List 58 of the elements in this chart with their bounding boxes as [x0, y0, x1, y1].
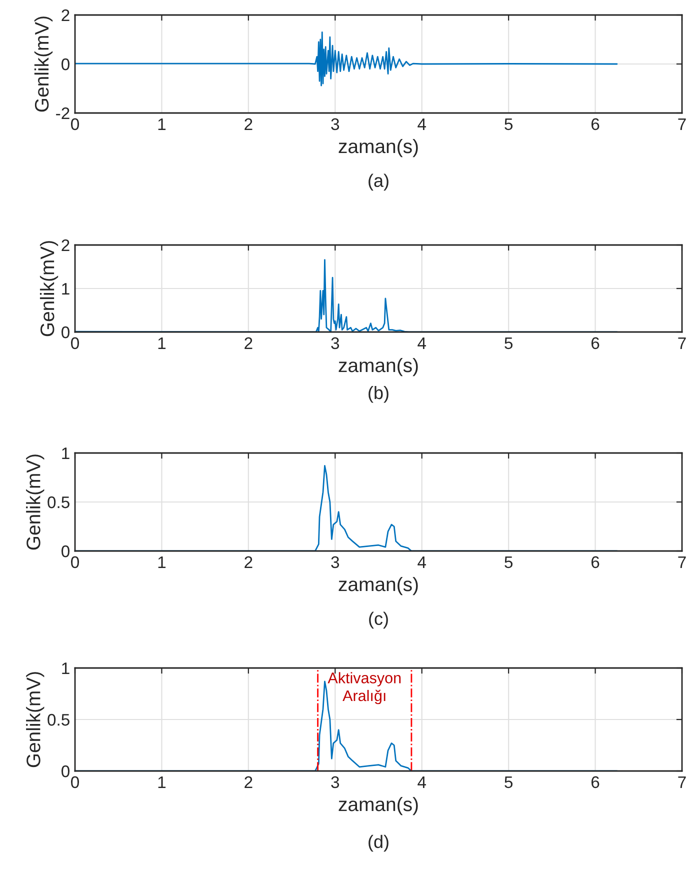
y-axis-title: Genlik(mV): [26, 454, 44, 550]
x-tick-label: 2: [244, 776, 252, 788]
x-tick-label: 6: [592, 776, 600, 788]
y-tick-label: 0: [62, 545, 70, 558]
x-tick-label: 0: [71, 118, 79, 130]
x-tick-label: 5: [504, 556, 513, 568]
x-tick-label: 1: [158, 337, 166, 349]
x-tick-label: 4: [418, 556, 426, 568]
x-tick-label: 0: [71, 776, 79, 788]
x-tick-label: 0: [71, 337, 79, 350]
x-tick-label: 6: [592, 337, 600, 350]
y-tick-label: 0.5: [48, 496, 70, 508]
x-tick-label: 3: [331, 118, 340, 130]
x-tick-label: 0: [71, 556, 79, 568]
x-tick-label: 1: [158, 556, 166, 568]
x-tick-label: 6: [592, 556, 600, 568]
x-tick-label: 5: [504, 118, 513, 130]
y-tick-label: -2: [56, 107, 70, 120]
x-tick-label: 7: [678, 776, 686, 788]
x-tick-label: 3: [331, 337, 340, 350]
x-tick-label: 2: [244, 337, 252, 349]
x-tick-label: 7: [678, 118, 686, 130]
y-tick-label: 0: [62, 58, 70, 70]
x-axis-title: zaman(s): [338, 138, 418, 158]
y-tick-label: 1: [62, 662, 70, 674]
x-tick-label: 1: [158, 776, 166, 788]
x-tick-label: 4: [418, 337, 426, 349]
x-tick-label: 5: [504, 776, 513, 788]
x-axis-title: zaman(s): [338, 576, 418, 596]
y-tick-label: 0: [62, 765, 70, 778]
text: (c): [369, 612, 388, 629]
x-tick-label: 4: [418, 776, 426, 788]
x-tick-label: 4: [418, 118, 426, 130]
x-tick-label: 6: [592, 118, 600, 130]
annotation: Aktivasyon Aralığı: [328, 672, 401, 704]
y-tick-label: 2: [62, 239, 70, 252]
x-tick-label: 2: [244, 118, 252, 130]
text: (b): [368, 386, 388, 403]
y-tick-label: 1: [62, 448, 70, 460]
y-axis-title: Genlik(mV): [26, 672, 44, 768]
x-tick-label: 5: [504, 337, 513, 350]
x-axis-title: zaman(s): [338, 796, 418, 816]
y-tick-label: 2: [62, 9, 70, 22]
x-tick-label: 3: [331, 556, 340, 568]
x-tick-label: 3: [331, 776, 340, 788]
x-tick-label: 7: [678, 337, 686, 349]
text: (d): [368, 834, 388, 852]
text: (a): [368, 174, 388, 191]
x-tick-label: 2: [244, 556, 252, 568]
y-tick-label: 1: [62, 283, 70, 295]
line-series: [75, 31, 618, 86]
y-axis-title: Genlik(mV): [34, 16, 53, 112]
y-tick-label: 0.5: [48, 714, 70, 726]
y-axis-title: Genlik(mV): [40, 241, 58, 336]
x-axis-title: zaman(s): [338, 358, 418, 376]
x-tick-label: 1: [158, 118, 166, 130]
x-tick-label: 7: [678, 556, 686, 568]
y-tick-label: 0: [62, 326, 70, 338]
